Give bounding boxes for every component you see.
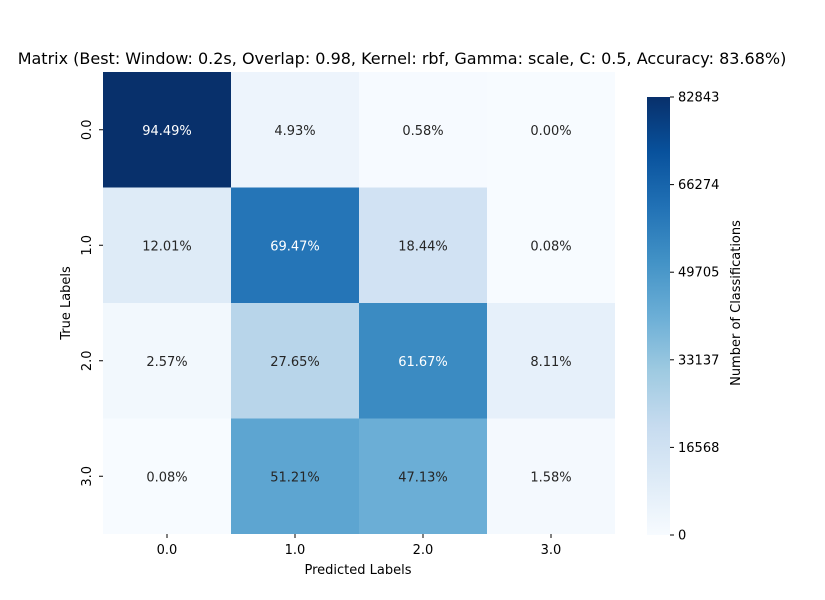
heatmap-cell (487, 303, 615, 419)
heatmap-cell (103, 303, 231, 419)
cell-label: 69.47% (270, 239, 320, 254)
heatmap-cell (103, 187, 231, 303)
heatmap-cell (359, 187, 487, 303)
cell-label: 94.49% (142, 124, 192, 139)
colorbar-tick-label: 33137 (678, 353, 719, 368)
cell-label: 0.08% (530, 239, 571, 254)
heatmap-cell (103, 418, 231, 534)
colorbar-ticks: 0 16568 33137 49705 66274 82843 (670, 91, 719, 544)
cell-label: 0.00% (530, 124, 571, 139)
cell-label: 18.44% (398, 239, 448, 254)
heatmap-cell (231, 418, 359, 534)
colorbar (647, 97, 670, 535)
y-tick-label: 1.0 (80, 235, 95, 256)
heatmap-cell (231, 187, 359, 303)
heatmap-cell (487, 72, 615, 188)
cell-label: 2.57% (146, 355, 187, 370)
cell-label: 0.58% (402, 124, 443, 139)
heatmap-cell (359, 303, 487, 419)
x-tick-label: 3.0 (541, 543, 562, 558)
cell-label: 27.65% (270, 355, 320, 370)
y-axis-ticks: 0.0 1.0 2.0 3.0 (80, 119, 103, 487)
cell-label: 47.13% (398, 470, 448, 485)
y-tick-label: 3.0 (80, 466, 95, 487)
heatmap-cell (359, 418, 487, 534)
cell-label: 61.67% (398, 355, 448, 370)
heatmap-cell (231, 303, 359, 419)
x-tick-label: 2.0 (413, 543, 434, 558)
heatmap-cell (487, 187, 615, 303)
colorbar-tick-label: 82843 (678, 91, 719, 106)
heatmap-cell-labels: 94.49% 4.93% 0.58% 0.00% 12.01% 69.47% 18.44% 0… (142, 124, 571, 486)
cell-label: 0.08% (146, 470, 187, 485)
cell-label: 8.11% (530, 355, 571, 370)
chart-title: Matrix (Best: Window: 0.2s, Overlap: 0.9… (18, 49, 787, 68)
colorbar-tick-label: 0 (678, 529, 686, 544)
heatmap-cell (487, 418, 615, 534)
cell-label: 12.01% (142, 239, 192, 254)
cell-label: 51.21% (270, 470, 320, 485)
y-tick-label: 2.0 (80, 350, 95, 371)
colorbar-tick-label: 16568 (678, 441, 719, 456)
heatmap-cells (103, 72, 615, 534)
x-axis-label: Predicted Labels (304, 563, 411, 578)
x-axis-ticks: 0.0 1.0 2.0 3.0 (157, 534, 562, 558)
heatmap-cell (103, 72, 231, 188)
colorbar-tick-label: 66274 (678, 178, 719, 193)
y-axis-label: True Labels (59, 266, 74, 341)
colorbar-label: Number of Classifications (729, 220, 744, 386)
heatmap-cell (359, 72, 487, 188)
heatmap-cell (231, 72, 359, 188)
cell-label: 4.93% (274, 124, 315, 139)
colorbar-tick-label: 49705 (678, 266, 719, 281)
x-tick-label: 0.0 (157, 543, 178, 558)
x-tick-label: 1.0 (285, 543, 306, 558)
y-tick-label: 0.0 (80, 119, 95, 140)
cell-label: 1.58% (530, 470, 571, 485)
